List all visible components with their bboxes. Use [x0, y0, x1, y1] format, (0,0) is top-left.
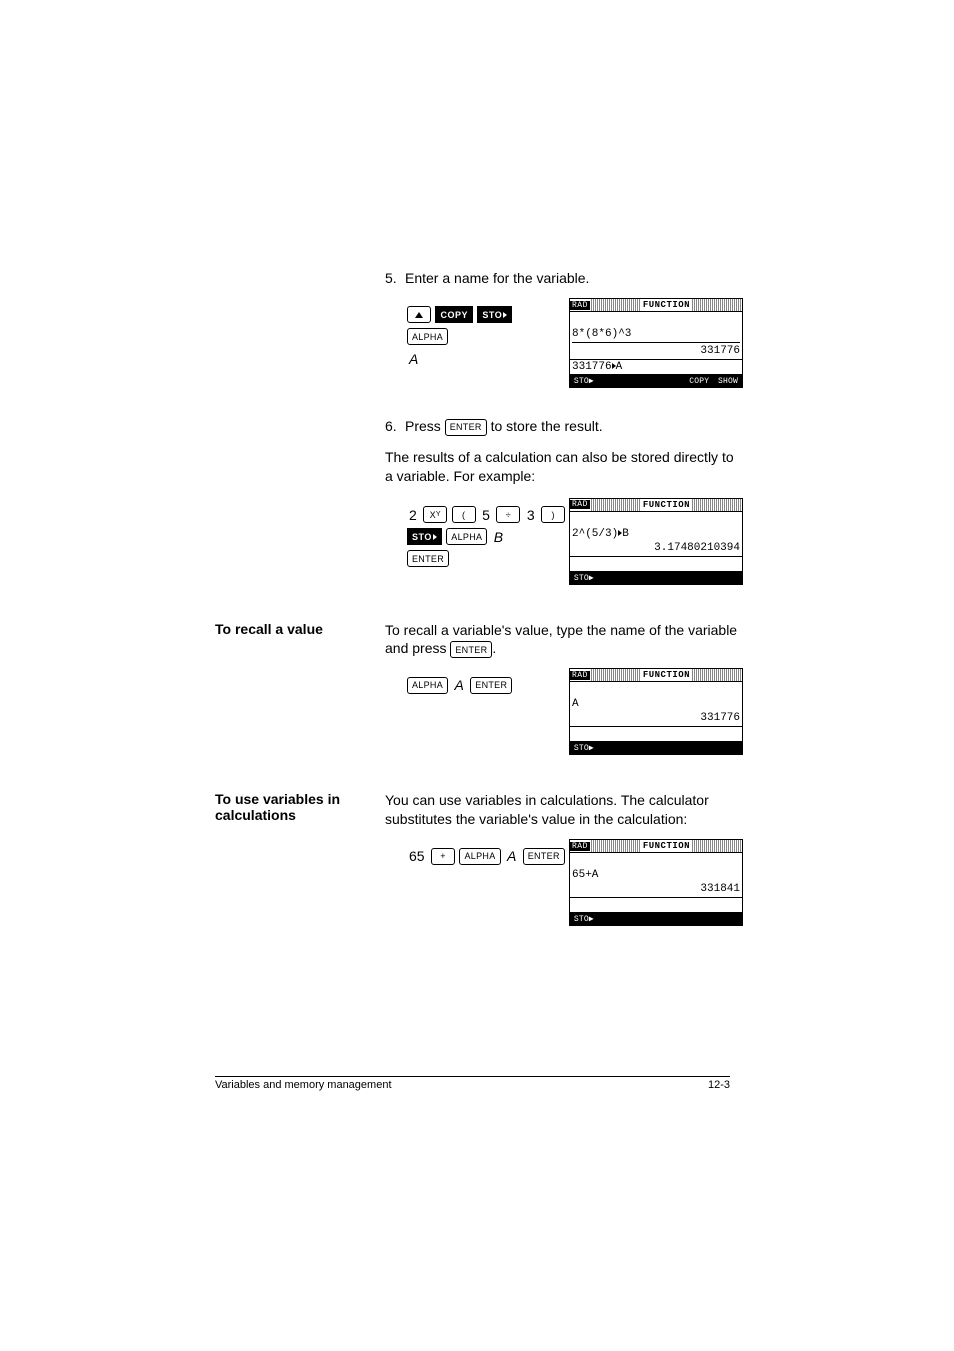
step-5: 5.Enter a name for the variable. COPY ST… [215, 270, 730, 603]
menu-slot [656, 375, 685, 387]
step-5-number: 5. [385, 270, 405, 286]
sto-softkey: STO [407, 528, 442, 545]
alpha-key: ALPHA [407, 328, 448, 345]
rad-indicator: RAD [570, 671, 591, 680]
menu-copy: COPY [685, 375, 714, 387]
page-content: 5.Enter a name for the variable. COPY ST… [215, 270, 730, 944]
recall-text-a: To recall a variable's value, type the n… [385, 622, 737, 657]
enter-key: ENTER [407, 550, 449, 567]
copy-softkey: COPY [435, 306, 473, 323]
mode-label: FUNCTION [641, 670, 692, 680]
usevars-keys: 65 + ALPHA A ENTER [407, 845, 557, 920]
calc-editline: 331776A [572, 361, 622, 373]
char-2: 2 [409, 507, 417, 523]
char-3: 3 [527, 507, 535, 523]
lparen-key: ( [452, 506, 476, 523]
char-b: B [494, 529, 503, 545]
step-6-number: 6. [385, 418, 405, 434]
calc-screenshot-3: RAD FUNCTION A 331776 STO▶ [569, 668, 743, 755]
char-65: 65 [409, 848, 425, 864]
menu-sto: STO▶ [570, 572, 599, 584]
rad-indicator: RAD [570, 500, 591, 509]
rad-indicator: RAD [570, 842, 591, 851]
heading-recall: To recall a value [215, 621, 385, 637]
mode-label: FUNCTION [641, 500, 692, 510]
alpha-key: ALPHA [459, 848, 500, 865]
menu-sto: STO▶ [570, 375, 599, 387]
menu-slot [599, 375, 628, 387]
rad-indicator: RAD [570, 301, 591, 310]
rparen-key: ) [541, 506, 565, 523]
usevars-para: You can use variables in calculations. T… [385, 791, 743, 829]
menu-sto: STO▶ [570, 742, 599, 754]
calc-result: 331776 [700, 712, 740, 724]
section-usevars: To use variables in calculations You can… [215, 791, 730, 944]
char-a: A [507, 848, 516, 864]
enter-key: ENTER [450, 641, 492, 658]
mode-label: FUNCTION [641, 841, 692, 851]
menu-show: SHOW [714, 375, 742, 387]
up-key [407, 306, 431, 323]
menu-sto: STO▶ [570, 913, 599, 925]
menu-slot [628, 375, 657, 387]
step-6-keys: 2 XY ( 5 ÷ 3 ) STO ALPHA B ENTER [407, 504, 557, 579]
xy-key: XY [423, 506, 447, 523]
calc-result: 331841 [700, 883, 740, 895]
title-hatch [591, 299, 641, 311]
enter-key: ENTER [523, 848, 565, 865]
calc-screenshot-1: RAD FUNCTION 8*(8*6)^3 331776 331776A [569, 298, 743, 388]
enter-key: ENTER [470, 677, 512, 694]
recall-keys: ALPHA A ENTER [407, 674, 557, 749]
char-a: A [409, 351, 418, 367]
step-6-text-a: Press [405, 418, 441, 434]
footer-page-number: 12-3 [708, 1079, 730, 1091]
step-5-keys: COPY STO ALPHA A [407, 304, 557, 382]
calc-result: 3.17480210394 [654, 542, 740, 554]
char-a: A [454, 677, 463, 693]
heading-usevars: To use variables in calculations [215, 791, 385, 823]
char-5: 5 [482, 507, 490, 523]
sto-softkey: STO [477, 306, 512, 323]
page-footer: Variables and memory management 12-3 [215, 1076, 730, 1091]
step-6-text-b: to store the result. [491, 418, 603, 434]
divide-key: ÷ [496, 506, 520, 523]
calc-expr: A [572, 698, 579, 710]
calc-screenshot-2: RAD FUNCTION 2^(5/3)B 3.17480210394 [569, 498, 743, 585]
plus-key: + [431, 848, 455, 865]
calc-expr: 2^(5/3)B [572, 528, 629, 540]
alpha-key: ALPHA [446, 528, 487, 545]
calc-expr: 8*(8*6)^3 [572, 328, 631, 340]
mode-label: FUNCTION [641, 300, 692, 310]
step-6-para: The results of a calculation can also be… [385, 448, 743, 486]
calc-screenshot-4: RAD FUNCTION 65+A 331841 STO▶ [569, 839, 743, 926]
section-recall: To recall a value To recall a variable's… [215, 621, 730, 774]
step-5-text: Enter a name for the variable. [405, 270, 589, 286]
recall-text-b: . [492, 640, 496, 656]
enter-key: ENTER [445, 419, 487, 436]
calc-expr: 65+A [572, 869, 598, 881]
calc-result: 331776 [700, 345, 740, 357]
alpha-key: ALPHA [407, 677, 448, 694]
footer-text: Variables and memory management [215, 1079, 392, 1091]
title-hatch [692, 299, 742, 311]
